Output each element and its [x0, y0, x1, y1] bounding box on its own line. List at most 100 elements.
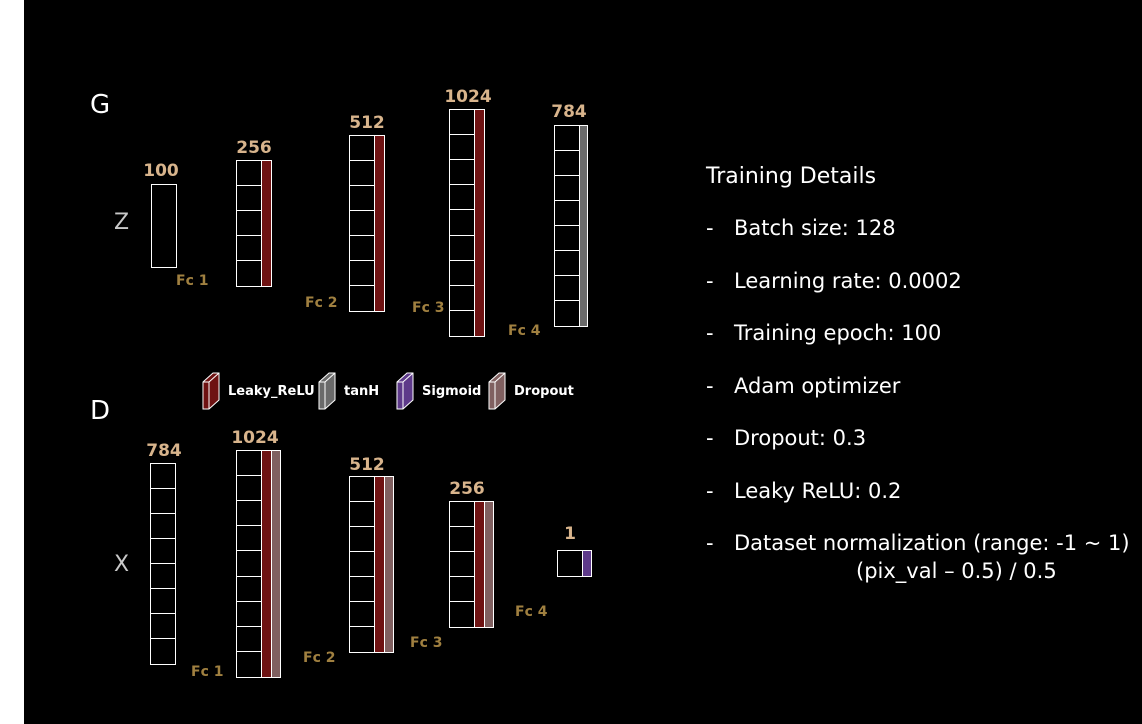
neuron-cell	[151, 539, 175, 564]
g-fc1-label: Fc 1	[176, 273, 209, 289]
bullet-dash: -	[706, 216, 714, 240]
neuron-cell	[450, 185, 474, 211]
legend-leaky-relu-label: Leaky_ReLU	[228, 383, 315, 399]
dropout-swatch-icon	[488, 372, 506, 410]
legend-tanh-label: tanH	[344, 383, 380, 399]
neuron-cell	[450, 602, 474, 627]
normalization-formula: (pix_val – 0.5) / 0.5	[856, 559, 1057, 583]
neuron-cell	[350, 136, 374, 161]
neuron-cell	[555, 151, 579, 176]
g-layer-5-block	[554, 125, 588, 327]
sigmoid-swatch-icon	[396, 372, 414, 410]
g-layer-2-block	[236, 160, 272, 287]
g-fc2-label: Fc 2	[305, 295, 338, 311]
neuron-cell	[450, 135, 474, 161]
d-layer-3-size: 512	[349, 455, 385, 475]
neuron-cell	[555, 201, 579, 226]
bullet-dash: -	[706, 269, 714, 293]
neuron-cell	[450, 210, 474, 236]
d-layer-2-dropout	[271, 450, 281, 678]
neuron-cell	[350, 627, 374, 652]
g-layer-4-size: 1024	[444, 87, 492, 107]
neuron-cell	[450, 160, 474, 186]
discriminator-title: D	[90, 396, 111, 426]
d-fc2-label: Fc 2	[303, 650, 336, 666]
neuron-cell	[555, 176, 579, 201]
neuron-cell	[151, 514, 175, 539]
leaky-relu-swatch-icon	[202, 372, 220, 410]
g-layer-3-size: 512	[349, 113, 385, 133]
neuron-cell	[151, 614, 175, 639]
g-layer-2-leaky-relu	[261, 160, 272, 287]
g-layer-3-block	[349, 135, 385, 312]
generator-input-label: Z	[114, 210, 130, 235]
generator-title: G	[90, 90, 111, 120]
g-fc4-label: Fc 4	[508, 323, 541, 339]
neuron-cell	[450, 261, 474, 286]
neuron-cell	[151, 639, 175, 664]
training-item-text: Learning rate: 0.0002	[734, 269, 962, 293]
neuron-cell	[237, 211, 261, 236]
d-fc3-label: Fc 3	[410, 635, 443, 651]
training-item-text: Dropout: 0.3	[734, 426, 867, 450]
neuron-cell	[450, 311, 474, 336]
tanh-swatch-icon	[318, 372, 336, 410]
d-fc1-label: Fc 1	[191, 664, 224, 680]
neuron-cell	[555, 276, 579, 301]
neuron-cell	[151, 589, 175, 614]
discriminator-input-label: X	[114, 552, 130, 577]
neuron-cell	[450, 527, 474, 552]
g-layer-5-tanh	[579, 125, 588, 327]
neuron-cell	[237, 551, 261, 577]
neuron-cell	[350, 236, 374, 261]
d-layer-3-block	[349, 476, 394, 653]
legend-dropout-label: Dropout	[514, 383, 574, 399]
neuron-cell	[151, 489, 175, 514]
d-layer-5-size: 1	[564, 524, 576, 544]
neuron-cell	[237, 652, 261, 677]
neuron-cell	[237, 476, 261, 502]
neuron-cell	[350, 477, 374, 502]
g-layer-4-block	[449, 109, 485, 337]
legend-sigmoid-label: Sigmoid	[422, 383, 482, 399]
neuron-cell	[450, 286, 474, 311]
d-layer-2-size: 1024	[231, 428, 279, 448]
bullet-dash: -	[706, 479, 714, 503]
bullet-dash: -	[706, 426, 714, 450]
training-item-text: Leaky ReLU: 0.2	[734, 479, 902, 503]
training-item-text: Batch size: 128	[734, 216, 896, 240]
neuron-cell	[350, 502, 374, 527]
neuron-cell	[555, 226, 579, 251]
neuron-cell	[350, 161, 374, 186]
neuron-cell	[237, 627, 261, 652]
neuron-cell	[151, 564, 175, 589]
neuron-cell	[450, 577, 474, 602]
legend-dropout: Dropout	[488, 372, 574, 410]
neuron-cell	[350, 577, 374, 602]
neuron-cell	[237, 186, 261, 211]
neuron-cell	[450, 502, 474, 527]
neuron-cell	[450, 110, 474, 136]
neuron-cell	[237, 161, 261, 186]
neuron-cell	[350, 552, 374, 577]
neuron-cell	[350, 186, 374, 211]
g-layer-2-size: 256	[236, 138, 272, 158]
g-layer-4-leaky-relu	[474, 109, 485, 337]
g-layer-5-size: 784	[551, 102, 587, 122]
legend-leaky-relu: Leaky_ReLU	[202, 372, 315, 410]
training-item-text: Dataset normalization (range: -1 ~ 1)	[734, 531, 1130, 555]
diagram-canvas: G Z D X 100 Fc 1 256 Fc 2 512 Fc 3 1024 …	[24, 0, 1142, 724]
d-layer-5-block	[557, 550, 592, 577]
neuron-cell	[237, 451, 261, 477]
d-layer-4-size: 256	[449, 479, 485, 499]
d-fc4-label: Fc 4	[515, 604, 548, 620]
training-details-title: Training Details	[706, 164, 877, 189]
g-layer-1-block	[151, 184, 177, 268]
neuron-cell	[237, 526, 261, 552]
neuron-cell	[237, 602, 261, 627]
d-layer-1-size: 784	[146, 441, 182, 461]
training-item-text: Training epoch: 100	[734, 321, 942, 345]
neuron-cell	[450, 236, 474, 261]
g-layer-3-leaky-relu	[374, 135, 385, 312]
d-layer-4-block	[449, 501, 494, 628]
